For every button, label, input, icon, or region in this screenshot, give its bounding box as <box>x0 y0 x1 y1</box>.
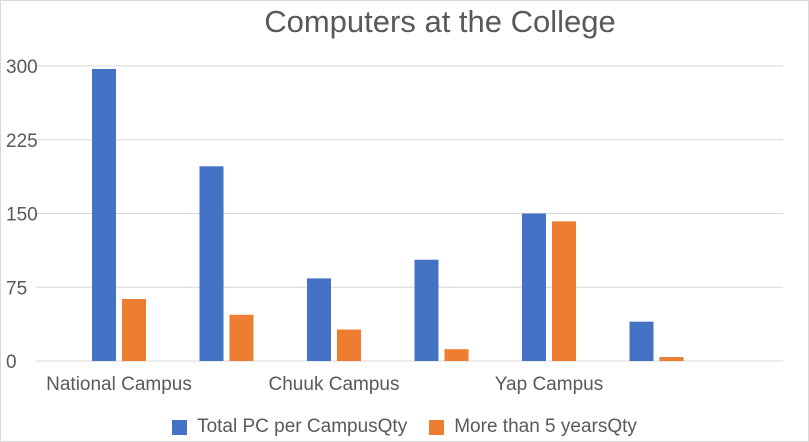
bar-old-2 <box>337 329 361 361</box>
bar-old-0 <box>122 299 146 361</box>
bar-old-1 <box>229 314 254 361</box>
bar-total-5 <box>629 321 654 361</box>
bar-total-4 <box>522 213 546 361</box>
bar-total-1 <box>199 166 224 361</box>
gridlines <box>36 65 783 362</box>
bar-total-3 <box>414 259 439 361</box>
legend-label-total: Total PC per CampusQty <box>197 416 408 437</box>
x-axis-labels: National Campus Chuuk Campus Yap Campus <box>46 374 603 395</box>
y-axis-ticks: 0 75 150 225 300 <box>6 57 38 373</box>
bar-old-3 <box>444 349 469 361</box>
x-tick-label: National Campus <box>46 374 192 395</box>
legend-swatch-total <box>172 419 188 435</box>
bar-total-2 <box>307 278 331 361</box>
bar-total-0 <box>92 68 116 361</box>
bar-old-4 <box>552 221 576 361</box>
legend: Total PC per CampusQty More than 5 years… <box>0 416 809 438</box>
y-tick-label: 300 <box>6 57 38 78</box>
bar-old-5 <box>659 357 684 361</box>
y-tick-label: 225 <box>6 131 38 152</box>
x-tick-label: Chuuk Campus <box>269 374 400 395</box>
legend-entry-total: Total PC per CampusQty <box>172 416 407 438</box>
y-tick-label: 75 <box>6 278 27 299</box>
legend-label-old: More than 5 yearsQty <box>454 416 637 437</box>
bars <box>92 68 684 361</box>
legend-swatch-old <box>429 419 445 435</box>
y-tick-label: 0 <box>6 352 17 373</box>
chart-title: Computers at the College <box>264 4 616 39</box>
y-tick-label: 150 <box>6 205 38 226</box>
x-tick-label: Yap Campus <box>495 374 603 395</box>
legend-entry-old: More than 5 yearsQty <box>429 416 637 438</box>
